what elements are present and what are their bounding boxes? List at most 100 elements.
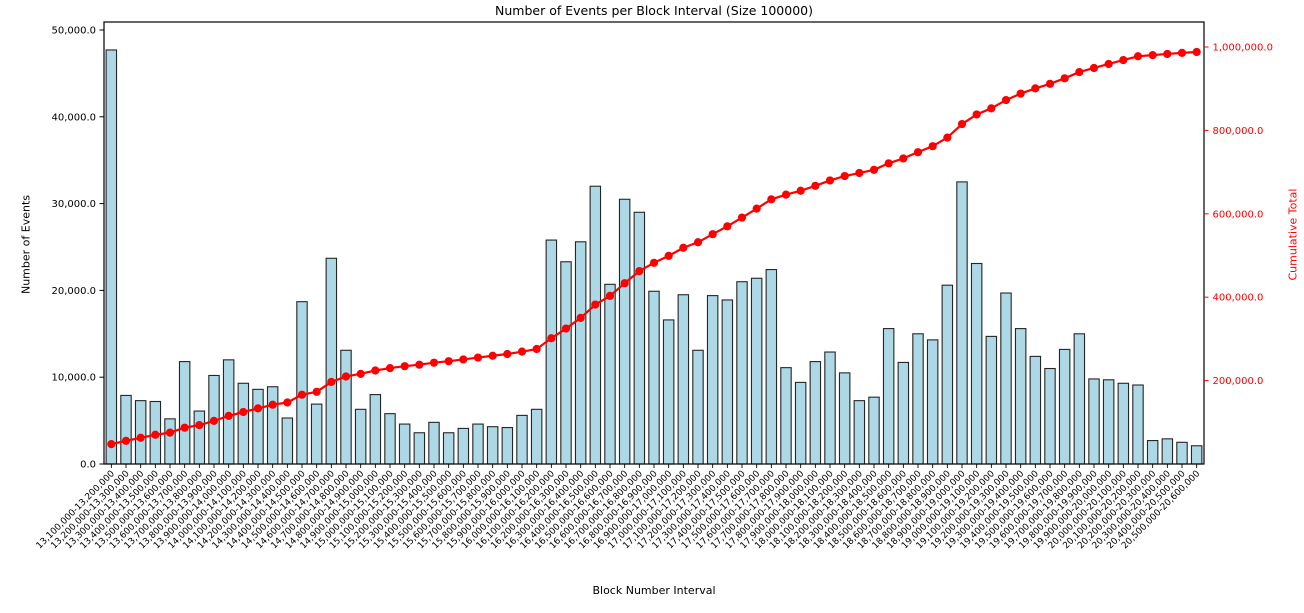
bar (516, 414, 528, 465)
bar (193, 410, 206, 465)
cumulative-point (752, 204, 761, 213)
cumulative-point (429, 358, 439, 367)
cumulative-point (151, 430, 160, 439)
cumulative-point (532, 344, 541, 354)
chart-title: Number of Events per Block Interval (Siz… (495, 3, 813, 18)
bar (384, 413, 396, 465)
bar (472, 423, 484, 465)
cumulative-point (855, 168, 864, 178)
bar (442, 432, 455, 465)
bar (530, 408, 543, 465)
cumulative-point (723, 222, 732, 231)
bar (164, 418, 176, 465)
cumulative-point (913, 148, 923, 157)
y-left-tick-label: 40,000.0 (51, 112, 96, 123)
bar (1029, 355, 1042, 465)
cumulative-point (1192, 47, 1201, 57)
cumulative-point (693, 238, 703, 247)
cumulative-point (1001, 95, 1011, 105)
bar (1190, 445, 1203, 465)
cumulative-point (371, 366, 380, 375)
cumulative-point (180, 423, 189, 432)
bar (604, 283, 616, 465)
bar (1132, 384, 1144, 465)
bar (765, 269, 778, 465)
cumulative-point (591, 300, 600, 309)
bar (824, 351, 836, 465)
cumulative-point (957, 119, 967, 129)
y-left-tick-label: 30,000.0 (51, 199, 96, 210)
cumulative-point (547, 334, 556, 343)
y-left-tick-label: 10,000.0 (51, 373, 96, 384)
bar (809, 361, 822, 465)
cumulative-point (136, 433, 145, 442)
bar (560, 261, 572, 465)
bar (926, 339, 939, 465)
cumulative-point (708, 230, 717, 239)
bar (340, 349, 352, 465)
cumulative-point (1148, 51, 1157, 60)
bar (281, 417, 294, 465)
cumulative-point (107, 440, 116, 449)
bar (956, 181, 968, 465)
cumulative-point (664, 251, 673, 260)
y-left-tick-label: 50,000.0 (51, 26, 96, 37)
bar (1102, 379, 1115, 465)
bar (662, 319, 675, 465)
bar (941, 284, 954, 465)
cumulative-point (679, 243, 688, 252)
bar (325, 257, 338, 465)
bar (413, 432, 426, 465)
bar (1014, 328, 1027, 465)
y-axis-label-right: Cumulative Total (1286, 188, 1300, 281)
bar (545, 239, 558, 465)
cumulative-point (268, 400, 277, 409)
cumulative-point (635, 267, 644, 276)
bar (1000, 292, 1012, 465)
cumulative-point (767, 195, 776, 204)
cumulative-point (444, 357, 453, 366)
cumulative-point (473, 353, 483, 362)
cumulative-point (488, 351, 497, 360)
cumulative-point (620, 279, 629, 288)
cumulative-point (297, 390, 307, 399)
bar (912, 333, 924, 465)
bar (692, 349, 704, 465)
cumulative-point (811, 181, 820, 190)
bar (1146, 440, 1159, 465)
cumulative-point (224, 411, 233, 420)
cumulative-point (943, 133, 952, 142)
cumulative-point (327, 377, 336, 387)
bar (428, 421, 440, 465)
bar (237, 382, 250, 465)
cumulative-point (737, 213, 747, 222)
bar (1088, 378, 1100, 465)
y-right-tick-label: 1,000,000.0 (1213, 43, 1273, 54)
bar (780, 367, 792, 465)
bar (1073, 333, 1086, 465)
cumulative-point (869, 165, 879, 174)
cumulative-point (341, 372, 351, 381)
bar (750, 277, 763, 465)
bar (398, 423, 411, 465)
cumulative-point (825, 176, 835, 185)
cumulative-point (649, 258, 659, 267)
cumulative-point (605, 291, 615, 301)
cumulative-point (517, 347, 527, 356)
bar (677, 294, 690, 465)
bar (838, 372, 851, 465)
bar (178, 361, 191, 465)
cumulative-point (561, 324, 571, 333)
bar (736, 281, 748, 465)
bar (134, 400, 147, 465)
y-right-tick-label: 400,000.0 (1213, 293, 1264, 304)
cumulative-point (503, 349, 512, 359)
bar (266, 386, 279, 465)
cumulative-point (1089, 63, 1099, 73)
cumulative-point (972, 110, 981, 119)
bar (296, 301, 308, 465)
cumulative-point (1060, 74, 1069, 83)
bar (310, 403, 323, 465)
